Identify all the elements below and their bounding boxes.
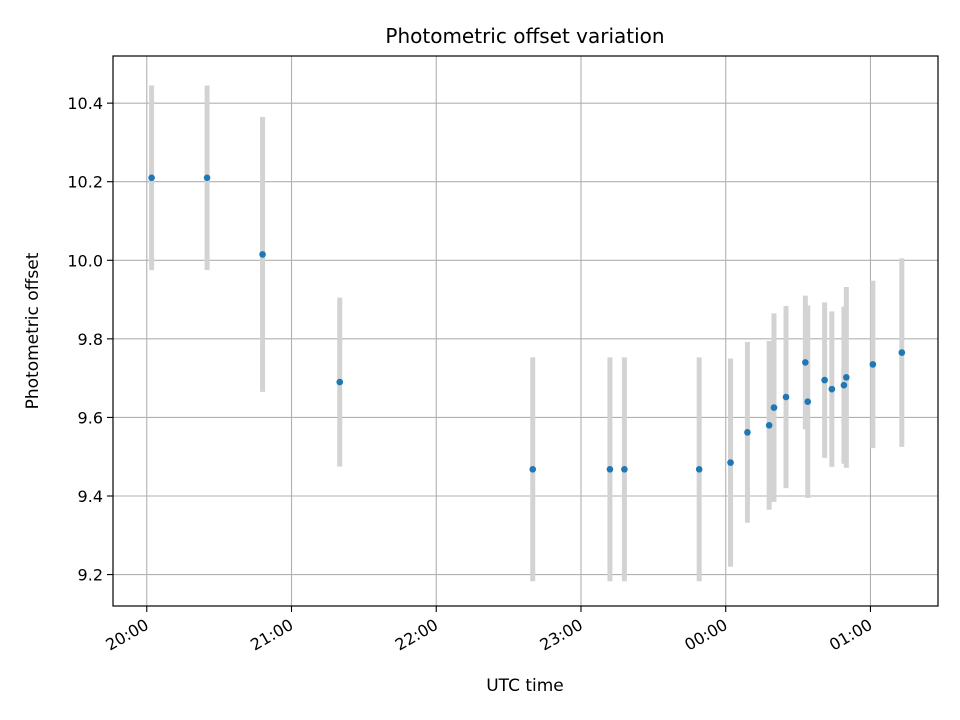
data-point (744, 429, 751, 436)
data-point (843, 374, 850, 381)
data-point (869, 361, 877, 368)
data-point (840, 381, 848, 389)
plot-area-frame (112, 55, 939, 607)
x-tick-label: 20:00 (102, 615, 151, 655)
data-point (765, 421, 773, 429)
y-tick-label: 9.4 (78, 487, 103, 506)
y-tick-label: 9.2 (78, 566, 103, 585)
y-tick-label: 9.8 (78, 330, 103, 349)
x-tick-label: 22:00 (392, 615, 441, 655)
data-point (621, 465, 628, 473)
data-point (828, 385, 836, 393)
chart-title: Photometric offset variation (385, 24, 664, 48)
y-tick-label: 9.6 (78, 408, 103, 427)
data-point (782, 393, 790, 401)
y-axis-label: Photometric offset (23, 252, 43, 409)
data-point (727, 459, 734, 466)
y-tick-label: 10.0 (67, 251, 103, 270)
data-point (529, 465, 537, 473)
y-axis-ticks: 9.2 9.4 9.6 9.8 10.0 10.2 10.4 (67, 94, 113, 585)
x-tick-label: 21:00 (247, 615, 296, 655)
data-point (259, 251, 266, 258)
data-point (802, 359, 809, 366)
x-axis-label: UTC time (486, 676, 564, 696)
data-point (203, 174, 211, 182)
data-point (770, 404, 778, 411)
data-point (898, 349, 906, 356)
error-bars (149, 85, 905, 582)
data-point (695, 465, 703, 473)
data-point (821, 376, 828, 384)
data-point (606, 465, 614, 473)
grid-lines (113, 56, 938, 606)
x-tick-label: 23:00 (537, 615, 586, 655)
data-point (148, 174, 155, 182)
data-point (804, 398, 812, 406)
data-point (336, 378, 344, 386)
x-axis-ticks: 20:00 21:00 22:00 23:00 00:00 01:00 (102, 606, 875, 655)
data-points (148, 174, 906, 473)
y-tick-label: 10.4 (67, 94, 103, 113)
y-tick-label: 10.2 (67, 173, 103, 192)
x-tick-label: 01:00 (826, 615, 875, 655)
x-tick-label: 00:00 (681, 615, 730, 655)
